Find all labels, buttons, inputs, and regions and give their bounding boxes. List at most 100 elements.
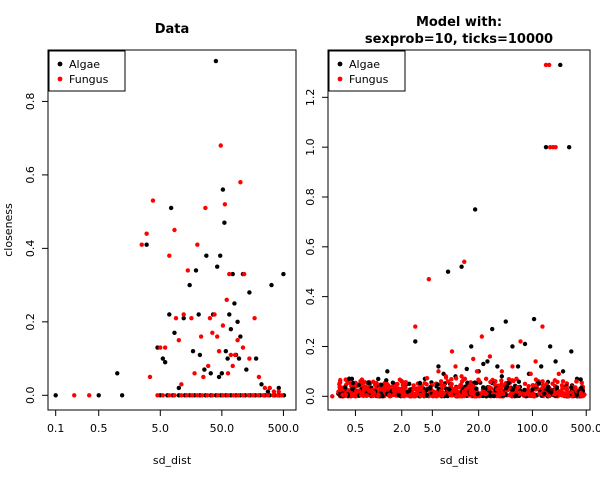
data-point-algae: [204, 253, 209, 258]
band-point: [337, 380, 343, 386]
band-point: [358, 392, 364, 398]
data-point-algae: [172, 330, 177, 336]
data-point-fungus: [195, 393, 200, 398]
band-point: [555, 379, 560, 385]
x-tick-label: 0.5: [90, 422, 108, 435]
band-point: [468, 391, 474, 396]
data-point-fungus: [179, 382, 184, 387]
data-point-algae: [197, 352, 203, 358]
plot-frame: [327, 49, 591, 411]
data-point-algae: [230, 271, 235, 277]
data-point-fungus: [261, 393, 266, 398]
data-point-algae: [495, 364, 500, 369]
data-point-algae: [259, 382, 264, 387]
band-point: [530, 387, 535, 392]
data-point-fungus: [167, 253, 172, 258]
band-point: [384, 378, 389, 383]
y-tick-label: 0.4: [24, 240, 37, 258]
data-point-algae: [238, 334, 243, 339]
x-tick-label: 20.0: [466, 422, 491, 435]
data-point-fungus: [474, 369, 480, 374]
data-point-fungus: [139, 242, 144, 247]
band-point: [488, 379, 493, 385]
band-point: [448, 383, 454, 388]
band-point: [459, 393, 465, 399]
data-point-fungus: [86, 393, 92, 398]
x-tick-label: 0.1: [47, 422, 65, 435]
data-point-algae: [227, 312, 232, 317]
data-point-algae: [469, 344, 474, 349]
data-point-fungus: [224, 297, 229, 302]
band-point: [364, 385, 369, 390]
data-point-algae: [216, 374, 222, 380]
data-point-fungus: [522, 381, 528, 387]
band-point: [458, 382, 464, 388]
band-point: [533, 377, 539, 382]
data-point-algae: [558, 62, 563, 68]
band-point: [387, 392, 392, 397]
band-point: [443, 375, 449, 380]
plot-frame: [47, 49, 297, 411]
data-point-fungus: [241, 271, 247, 277]
legend-label-fungus: Fungus: [69, 73, 109, 86]
legend-marker-algae: [57, 61, 63, 67]
band-point: [546, 393, 552, 398]
data-point-fungus: [279, 393, 284, 398]
data-point-algae: [269, 282, 274, 288]
band-point: [504, 384, 510, 389]
data-point-algae: [281, 271, 286, 277]
data-point-fungus: [205, 393, 210, 398]
data-point-fungus: [553, 144, 558, 150]
data-point-fungus: [210, 393, 215, 398]
y-tick-label: 0.0: [304, 388, 317, 406]
band-point: [405, 389, 410, 394]
data-point-fungus: [479, 334, 485, 339]
band-point: [340, 392, 345, 398]
data-point-fungus: [212, 312, 217, 317]
data-point-fungus: [250, 393, 256, 398]
data-point-algae: [208, 371, 213, 376]
data-point-fungus: [172, 227, 177, 233]
data-point-fungus: [228, 352, 234, 358]
data-point-algae: [522, 341, 528, 347]
band-point: [424, 375, 430, 381]
data-point-fungus: [225, 393, 231, 398]
band-point: [465, 380, 470, 385]
band-point: [473, 380, 479, 386]
band-point: [498, 392, 503, 397]
data-point-algae: [485, 359, 490, 364]
band-point: [511, 378, 516, 384]
data-point-algae: [236, 356, 242, 361]
points-layer: [330, 62, 587, 399]
data-point-fungus: [413, 324, 418, 329]
data-point-fungus: [252, 315, 257, 321]
x-tick-label: 100.0: [517, 422, 549, 435]
data-point-algae: [119, 393, 125, 398]
data-point-fungus: [560, 379, 566, 384]
data-point-algae: [96, 393, 101, 398]
band-point: [371, 379, 376, 385]
band-point: [415, 391, 420, 397]
data-point-algae: [225, 356, 230, 361]
band-point: [554, 385, 560, 390]
band-point: [548, 390, 554, 395]
band-point: [578, 390, 584, 396]
band-point: [390, 384, 395, 389]
band-point: [350, 386, 355, 392]
y-tick-label: 1.0: [304, 138, 317, 156]
data-point-fungus: [276, 389, 281, 394]
x-tick-label: 0.5: [347, 422, 365, 435]
band-point: [353, 388, 359, 393]
band-point: [560, 386, 565, 391]
data-point-fungus: [155, 393, 160, 398]
data-point-fungus: [533, 359, 538, 364]
band-point: [540, 379, 545, 384]
panel-model: Model with: sexprob=10, ticks=10000 0.5 2.0…: [304, 15, 600, 467]
data-point-algae: [459, 264, 464, 269]
data-point-fungus: [449, 349, 455, 354]
band-point: [453, 389, 458, 394]
band-point: [462, 390, 468, 396]
data-point-algae: [436, 364, 441, 369]
band-point: [350, 380, 356, 386]
band-point: [337, 388, 343, 393]
